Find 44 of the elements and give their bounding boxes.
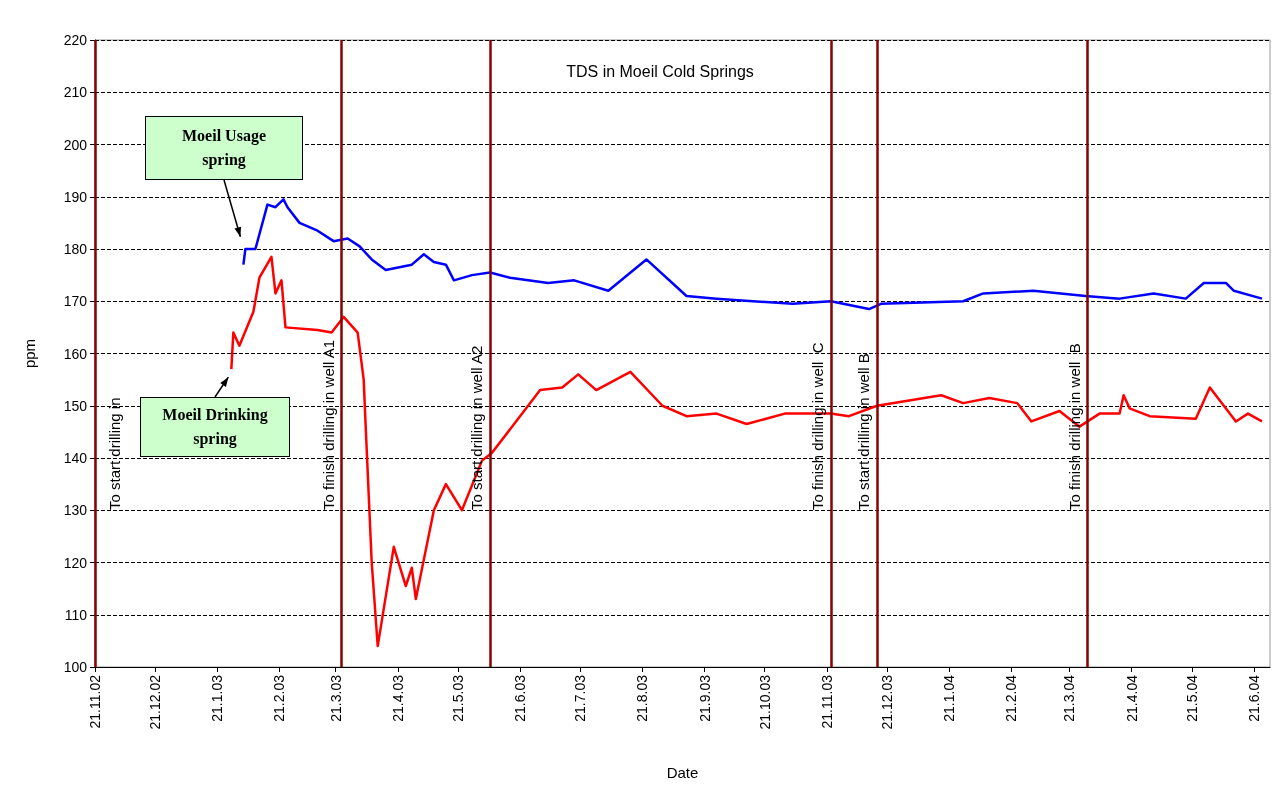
x-tick-label: 21.4.03 <box>389 674 406 722</box>
y-tick-label: 150 <box>63 397 88 414</box>
x-tick-label: 21.9.03 <box>696 674 713 722</box>
callout-box: Moeil Usage spring <box>145 116 303 180</box>
x-tick-label: 21.12.02 <box>147 674 164 730</box>
x-tick-label: 21.10.03 <box>756 674 773 730</box>
y-axis-title: ppm <box>21 338 38 369</box>
x-tick-label: 21.11.03 <box>818 674 835 729</box>
y-tick-label: 160 <box>63 345 88 362</box>
x-tick-label: 21.8.03 <box>634 674 651 722</box>
line-series <box>242 198 1264 311</box>
text: TDS in Moeil Cold Springs <box>566 62 754 80</box>
x-tick-label: 21.12.03 <box>879 674 896 730</box>
x-tick-label: 21.6.03 <box>512 674 529 722</box>
x-axis-title: Date <box>666 764 699 781</box>
x-tick-label: 21.1.03 <box>209 674 226 722</box>
ref-line-label: To start drilling in well B <box>855 353 872 510</box>
y-tick-label: 180 <box>63 241 88 257</box>
y-tick-label: 200 <box>63 136 88 153</box>
x-tick-label: 21.5.03 <box>449 674 466 722</box>
x-tick-label: 21.1.04 <box>941 674 958 722</box>
y-tick-label: 140 <box>63 450 88 466</box>
callout-box: Moeil Drinking spring <box>140 397 290 457</box>
x-tick-label: 21.7.03 <box>572 674 589 722</box>
x-tick-label: 21.6.04 <box>1245 674 1262 722</box>
y-tick-label: 220 <box>63 32 88 48</box>
x-tick-label: 21.11.02 <box>87 674 103 729</box>
x-tick-label: 21.3.03 <box>327 674 344 722</box>
y-tick-label: 190 <box>63 188 88 205</box>
ref-line-label: To start drilling in <box>106 397 123 510</box>
x-tick-label: 21.2.03 <box>271 674 288 722</box>
ref-line-label: To finish drilling in well B <box>1065 343 1083 510</box>
x-tick-label: 21.4.04 <box>1123 674 1140 722</box>
x-tick-label: 21.5.04 <box>1183 674 1200 722</box>
ref-line-label: To finish drilling in well C <box>808 342 826 510</box>
y-tick-label: 210 <box>63 84 88 101</box>
y-tick-label: 100 <box>63 659 88 675</box>
y-tick-label: 130 <box>63 502 88 519</box>
x-tick-label: 21.3.04 <box>1061 674 1078 722</box>
y-tick-label: 170 <box>63 293 88 310</box>
y-tick-label: 110 <box>64 606 88 623</box>
ref-line-label: To start drilling in well A2 <box>468 345 486 510</box>
y-tick-label: 120 <box>63 554 88 571</box>
x-tick-label: 21.2.04 <box>1003 674 1020 722</box>
